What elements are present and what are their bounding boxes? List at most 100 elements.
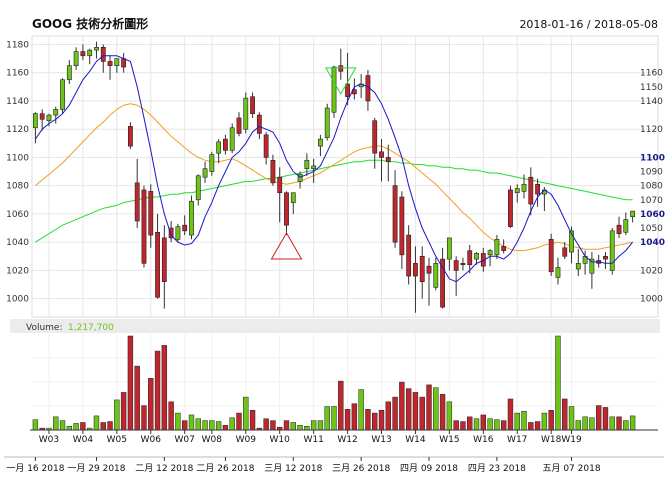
y-tick-right: 1060 xyxy=(640,210,665,220)
candle-body xyxy=(277,176,283,194)
date-label: 一月 29 2018 xyxy=(67,463,125,474)
candle-body xyxy=(487,250,493,256)
volume-bar xyxy=(351,403,358,431)
candle-body xyxy=(182,224,188,232)
volume-bar xyxy=(487,418,493,431)
candle-body xyxy=(155,231,160,298)
candle-body xyxy=(304,159,310,170)
volume-bar xyxy=(134,365,140,431)
volume-bar xyxy=(222,425,229,431)
y-tick-left: 1140 xyxy=(6,97,29,107)
ma5-line-group xyxy=(34,55,633,283)
volume-bar xyxy=(114,399,120,431)
volume-label: Volume: xyxy=(26,323,63,333)
y-tick-left: 1040 xyxy=(6,238,29,248)
volume-bar xyxy=(494,419,500,431)
candle-body xyxy=(32,113,38,129)
volume-bar xyxy=(215,421,222,431)
volume-bar xyxy=(290,422,296,431)
week-label: W08 xyxy=(202,435,223,445)
volume-bar xyxy=(602,407,609,431)
volume-bar xyxy=(161,345,168,431)
candle-body xyxy=(114,58,120,66)
volume-bar xyxy=(32,419,39,431)
y-tick-left: 1000 xyxy=(6,295,29,305)
candle-body xyxy=(148,191,154,236)
volume-bar xyxy=(426,384,432,431)
date-label: 五月 07 2018 xyxy=(542,463,600,474)
candle-body xyxy=(195,175,201,201)
y-tick-right: 1000 xyxy=(640,295,663,305)
volume-bar xyxy=(534,421,541,431)
candle-body xyxy=(202,168,208,178)
date-axis: 一月 16 2018 一月 29 2018 二月 12 2018 二月 26 2018… xyxy=(6,457,601,474)
volume-bar xyxy=(446,401,453,431)
y-tick-right: 1070 xyxy=(640,196,663,206)
volume-bar xyxy=(589,417,595,431)
volume-header-bar xyxy=(10,319,660,333)
candle-body xyxy=(107,61,113,66)
candle-body xyxy=(385,157,391,162)
volume-bar xyxy=(127,335,134,431)
candle-body xyxy=(128,126,133,147)
candle-body xyxy=(426,265,432,274)
date-label: 四月 09 2018 xyxy=(400,463,458,474)
week-label: W13 xyxy=(371,435,391,445)
volume-bar xyxy=(548,410,554,431)
candle-body xyxy=(284,192,289,226)
week-label: W05 xyxy=(107,435,127,445)
date-label: 三月 12 2018 xyxy=(264,463,322,474)
volume-bar xyxy=(243,396,249,431)
volume-value: 1,217,700 xyxy=(68,323,114,333)
volume-bar xyxy=(188,414,195,431)
candle-body xyxy=(39,113,45,120)
candle-body xyxy=(413,263,418,277)
ma5-line xyxy=(34,55,633,283)
volume-bar xyxy=(582,416,588,431)
candle-body xyxy=(297,174,303,182)
volume-bar xyxy=(338,380,344,431)
volume-bar xyxy=(419,396,425,431)
date-label: 二月 26 2018 xyxy=(196,463,254,474)
volume-bar xyxy=(399,381,405,431)
candle-body xyxy=(229,127,235,151)
y-tick-left: 1160 xyxy=(6,69,29,79)
ma20-line xyxy=(35,103,633,252)
volume-bar xyxy=(595,405,602,431)
volume-bar xyxy=(195,418,201,431)
volume-bar xyxy=(521,410,527,431)
volume-bar xyxy=(73,423,79,431)
week-label: W10 xyxy=(270,435,291,445)
week-label: W14 xyxy=(405,435,426,445)
candle-body xyxy=(406,234,412,277)
candle-body xyxy=(331,66,337,113)
volume-bar xyxy=(209,420,215,431)
volume-bar xyxy=(562,398,568,431)
volume-bar xyxy=(270,420,276,431)
candle-body xyxy=(514,188,520,194)
candle-body xyxy=(501,246,507,251)
candle-body xyxy=(609,230,615,271)
candle-body xyxy=(467,250,473,266)
volume-bar xyxy=(297,425,303,431)
candle-body xyxy=(46,114,52,122)
y-tick-right: 1040 xyxy=(640,238,665,248)
candlestick-series xyxy=(32,41,636,313)
candle-body xyxy=(134,182,140,222)
candle-body xyxy=(175,226,181,240)
volume-bar xyxy=(609,416,615,431)
y-tick-right: 1090 xyxy=(640,168,663,178)
volume-bar xyxy=(154,350,161,431)
candle-body xyxy=(460,263,466,266)
volume-bar xyxy=(623,420,629,431)
candle-body xyxy=(440,258,445,308)
candle-body xyxy=(555,267,561,278)
candle-body xyxy=(379,151,384,158)
buy-signal-triangle xyxy=(270,231,303,260)
candle-body xyxy=(270,159,276,184)
candle-body xyxy=(256,114,262,134)
volume-bar xyxy=(405,388,412,431)
candle-body xyxy=(480,253,486,267)
volume-bar xyxy=(372,412,378,431)
